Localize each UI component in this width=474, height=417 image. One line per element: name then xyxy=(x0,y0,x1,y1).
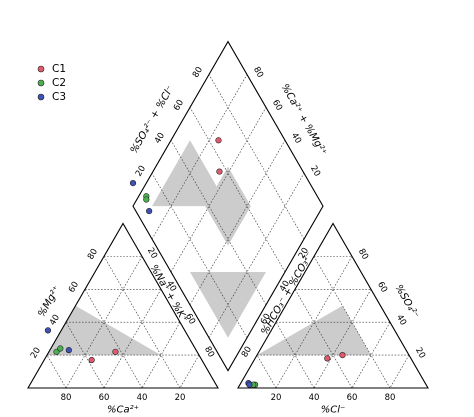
cation-mg-tick: 20 xyxy=(29,346,43,360)
diamond-so4cl-tick: 60 xyxy=(172,98,186,112)
diamond-camg-label: %Ca²⁺ + %Mg²⁺ xyxy=(279,82,329,157)
diamond-so4cl-tick: 80 xyxy=(191,65,205,79)
cation-ca-tick: 80 xyxy=(61,393,72,403)
sample-point-anion-C1 xyxy=(339,351,346,359)
diamond-shaded-top xyxy=(152,140,228,207)
diamond-grid-line xyxy=(189,107,286,273)
sample-point-anion-C3 xyxy=(246,381,253,388)
anion-grid-line xyxy=(256,354,277,389)
grid-lines xyxy=(46,74,410,389)
sample-point-diamond-C1 xyxy=(216,168,223,175)
sample-points xyxy=(44,137,346,388)
anion-triangle-frame xyxy=(237,222,429,389)
cation-na-tick: 80 xyxy=(202,345,216,359)
sample-point-diamond-C1 xyxy=(215,137,222,144)
diamond-grid-line xyxy=(151,173,248,338)
diamond-so4cl-tick: 20 xyxy=(134,164,148,178)
diamond-camg-tick: 80 xyxy=(251,65,265,79)
anion-hco3-tick: 80 xyxy=(240,345,254,359)
sample-point-cation-C1 xyxy=(88,356,95,364)
cation-ca-tick: 40 xyxy=(137,393,148,403)
cation-grid-line xyxy=(179,354,200,389)
anion-hco3-tick: 40 xyxy=(278,279,292,293)
anion-cl-tick: 40 xyxy=(309,393,320,403)
cation-ca-tick: 20 xyxy=(175,393,186,403)
cation-na-tick: 40 xyxy=(164,279,178,293)
anion-cl-label: %Cl⁻ xyxy=(321,405,346,416)
sample-point-anion-C1 xyxy=(324,355,331,362)
diamond-grid-line xyxy=(170,140,267,306)
diamond-so4cl-tick: 40 xyxy=(153,131,167,145)
anion-cl-tick: 80 xyxy=(385,393,396,403)
cation-grid-line xyxy=(46,354,67,389)
anion-grid-line xyxy=(389,354,410,389)
sample-point-diamond-C3 xyxy=(146,207,153,215)
cation-shaded-region xyxy=(47,305,161,356)
anion-so4-tick: 60 xyxy=(375,280,389,294)
diamond-frame xyxy=(132,40,324,372)
sample-point-cation-C3 xyxy=(65,347,72,354)
anion-hco3-label: %HCO₃⁻ + %CO₃²⁻ xyxy=(259,250,315,337)
anion-so4-tick: 80 xyxy=(356,247,370,261)
diamond-so4cl-label: %SO₄²⁻ + %Cl⁻ xyxy=(129,84,177,156)
cation-mg-tick: 60 xyxy=(67,280,81,294)
tick-labels: 20 40 60 80 20 40 60 80 20 40 60 80 20 40 60 80 20 40 60 80… xyxy=(29,65,427,403)
anion-so4-label: %SO₄²⁻ xyxy=(392,283,420,321)
legend-label-C1: C1 xyxy=(52,63,66,75)
diamond-grid-line xyxy=(151,74,248,240)
anion-so4-tick: 20 xyxy=(413,346,427,360)
shaded-regions xyxy=(47,140,371,356)
diamond-camg-tick: 20 xyxy=(308,164,322,178)
cation-mg-tick: 40 xyxy=(48,313,62,327)
legend-label-C3: C3 xyxy=(52,91,66,103)
sample-point-diamond-C3 xyxy=(129,179,137,187)
sample-point-cation-C2 xyxy=(57,345,64,352)
anion-so4-tick: 40 xyxy=(394,313,408,327)
diamond-grid-line xyxy=(208,173,305,338)
cation-mg-label: %Mg²⁺ xyxy=(36,284,62,319)
legend-marker-C3 xyxy=(37,93,45,101)
legend-label-C2: C2 xyxy=(52,77,66,89)
sample-point-cation-C3 xyxy=(44,327,52,334)
cation-na-tick: 60 xyxy=(183,312,197,326)
diamond-shaded-bottom xyxy=(190,272,266,338)
cation-triangle-frame xyxy=(27,222,219,389)
cation-ca-tick: 60 xyxy=(99,393,110,403)
cation-mg-tick: 80 xyxy=(86,247,100,261)
legend-marker-C2 xyxy=(37,79,45,87)
diamond-grid-line xyxy=(170,107,267,273)
legend-marker-C1 xyxy=(37,65,45,73)
diamond-shaded-center xyxy=(205,166,251,246)
diamond-grid-line xyxy=(208,74,305,240)
anion-shaded-region xyxy=(257,305,371,356)
anion-cl-tick: 20 xyxy=(271,393,282,403)
diamond-camg-tick: 40 xyxy=(289,131,303,145)
sample-point-diamond-C2 xyxy=(143,196,150,203)
diamond-grid-line xyxy=(189,140,286,306)
diamond-camg-tick: 60 xyxy=(270,98,284,112)
sample-point-cation-C1 xyxy=(112,348,119,355)
legend: C1 C2 C3 xyxy=(37,63,66,103)
cation-ca-label: %Ca²⁺ xyxy=(107,405,139,416)
anion-cl-tick: 60 xyxy=(347,393,358,403)
anion-hco3-tick: 20 xyxy=(297,246,311,260)
plot-frames xyxy=(27,40,429,389)
anion-hco3-tick: 60 xyxy=(259,312,273,326)
cation-na-tick: 20 xyxy=(145,246,159,260)
